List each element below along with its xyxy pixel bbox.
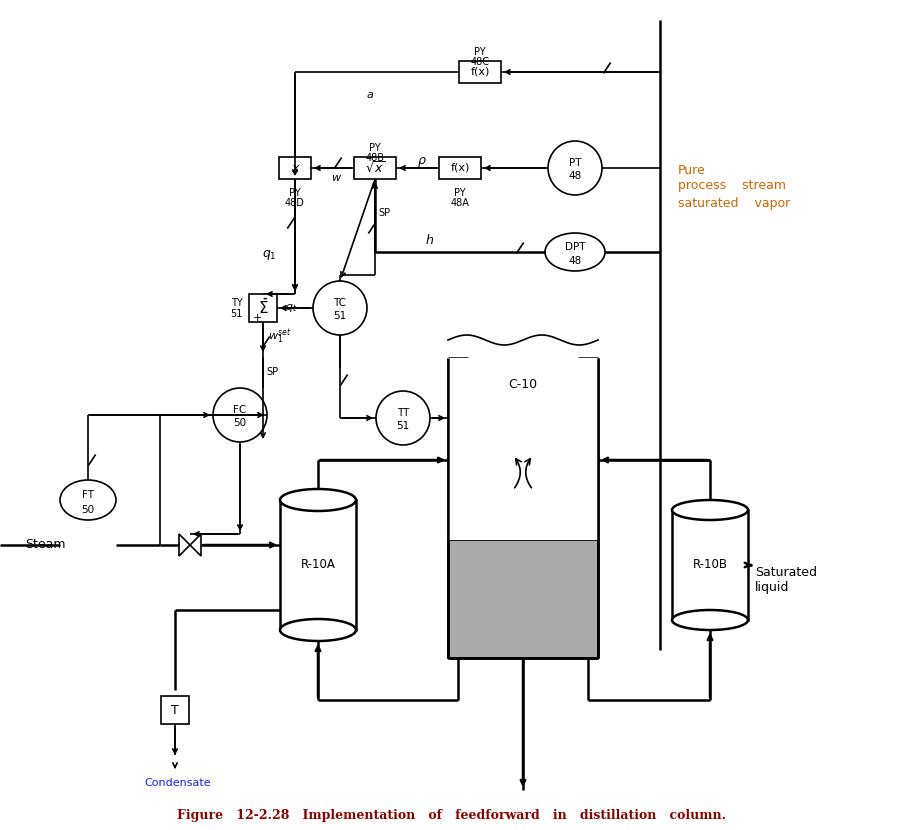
Text: SP: SP — [377, 208, 390, 218]
Text: TT: TT — [396, 408, 409, 417]
Text: 48: 48 — [568, 256, 581, 266]
Text: PY: PY — [368, 143, 380, 153]
Text: FC: FC — [233, 404, 247, 415]
Text: C-10: C-10 — [507, 378, 537, 392]
Text: 51: 51 — [396, 421, 409, 431]
Text: R-10B: R-10B — [692, 559, 727, 572]
Text: 51: 51 — [230, 309, 243, 319]
Text: PY: PY — [289, 188, 301, 198]
Bar — [354, 157, 396, 179]
Text: liquid: liquid — [754, 580, 788, 593]
Bar — [279, 157, 311, 179]
Text: Pure: Pure — [677, 164, 705, 177]
Ellipse shape — [671, 500, 747, 520]
Text: f(x): f(x) — [470, 67, 489, 77]
Bar — [448, 540, 598, 658]
Text: 48: 48 — [568, 171, 581, 181]
Bar — [459, 61, 500, 83]
Text: x: x — [291, 162, 298, 174]
Text: SP: SP — [265, 367, 278, 377]
Bar — [439, 157, 480, 179]
Text: $\sqrt{x}$: $\sqrt{x}$ — [364, 160, 385, 176]
Text: $\Sigma$: $\Sigma$ — [257, 300, 268, 316]
Text: f(x): f(x) — [450, 163, 470, 173]
Text: saturated    vapor: saturated vapor — [677, 197, 789, 209]
Bar — [448, 358, 598, 540]
Text: -: - — [263, 294, 267, 304]
Text: 48C: 48C — [470, 57, 489, 67]
Text: $q_t$: $q_t$ — [284, 302, 297, 314]
Text: a: a — [366, 90, 373, 100]
Text: PT: PT — [568, 158, 581, 168]
Text: Condensate: Condensate — [144, 778, 211, 788]
Ellipse shape — [671, 610, 747, 630]
Text: DPT: DPT — [564, 242, 584, 252]
Bar — [280, 500, 356, 630]
Text: Figure   12-2.28   Implementation   of   feedforward   in   distillation   colum: Figure 12-2.28 Implementation of feedfor… — [177, 808, 726, 822]
Text: FT: FT — [82, 491, 94, 500]
Text: 50: 50 — [233, 418, 247, 428]
Text: h: h — [425, 233, 433, 247]
Text: $w_1^{set}$: $w_1^{set}$ — [267, 328, 292, 346]
Text: 48B: 48B — [365, 153, 384, 163]
Text: 51: 51 — [333, 311, 346, 321]
Text: w: w — [331, 173, 340, 183]
Text: +: + — [252, 313, 261, 323]
Text: TC: TC — [333, 298, 346, 308]
Ellipse shape — [280, 489, 356, 511]
Bar — [671, 510, 747, 620]
Text: Steam: Steam — [24, 539, 65, 551]
Text: 48A: 48A — [450, 198, 469, 208]
Bar — [248, 294, 276, 322]
Text: T: T — [171, 704, 179, 716]
Text: TY: TY — [231, 298, 243, 308]
Bar — [161, 696, 189, 724]
Text: $\rho$: $\rho$ — [416, 155, 426, 169]
Text: R-10A: R-10A — [300, 559, 335, 572]
Text: 48D: 48D — [284, 198, 304, 208]
Text: PY: PY — [474, 47, 485, 57]
Ellipse shape — [280, 619, 356, 641]
Text: 50: 50 — [81, 505, 95, 515]
Text: $q_1$: $q_1$ — [262, 248, 276, 262]
Text: process    stream: process stream — [677, 179, 785, 193]
Text: PY: PY — [453, 188, 465, 198]
Text: Saturated: Saturated — [754, 565, 816, 579]
